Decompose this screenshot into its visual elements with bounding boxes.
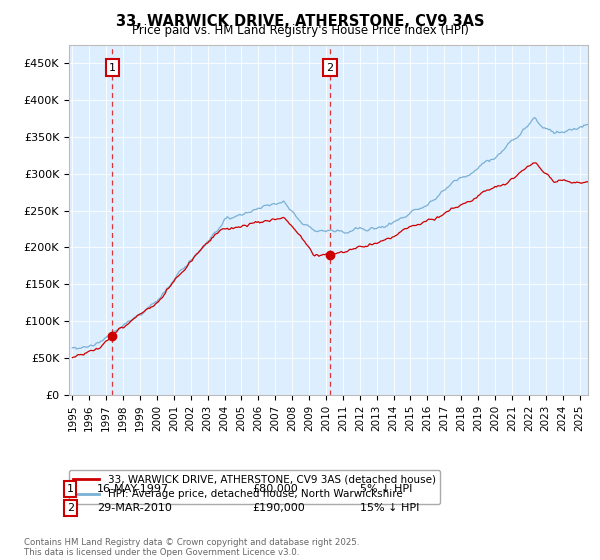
Text: 1: 1 xyxy=(67,484,74,494)
Text: 16-MAY-1997: 16-MAY-1997 xyxy=(97,484,169,494)
Text: 5% ↓ HPI: 5% ↓ HPI xyxy=(360,484,412,494)
Text: 1: 1 xyxy=(109,63,116,73)
Text: 33, WARWICK DRIVE, ATHERSTONE, CV9 3AS: 33, WARWICK DRIVE, ATHERSTONE, CV9 3AS xyxy=(116,14,484,29)
Text: 29-MAR-2010: 29-MAR-2010 xyxy=(97,503,172,513)
Text: Price paid vs. HM Land Registry's House Price Index (HPI): Price paid vs. HM Land Registry's House … xyxy=(131,24,469,37)
Text: £80,000: £80,000 xyxy=(252,484,298,494)
Text: 2: 2 xyxy=(326,63,334,73)
Legend: 33, WARWICK DRIVE, ATHERSTONE, CV9 3AS (detached house), HPI: Average price, det: 33, WARWICK DRIVE, ATHERSTONE, CV9 3AS (… xyxy=(69,470,440,503)
Text: Contains HM Land Registry data © Crown copyright and database right 2025.
This d: Contains HM Land Registry data © Crown c… xyxy=(24,538,359,557)
Text: £190,000: £190,000 xyxy=(252,503,305,513)
Text: 2: 2 xyxy=(67,503,74,513)
Text: 15% ↓ HPI: 15% ↓ HPI xyxy=(360,503,419,513)
